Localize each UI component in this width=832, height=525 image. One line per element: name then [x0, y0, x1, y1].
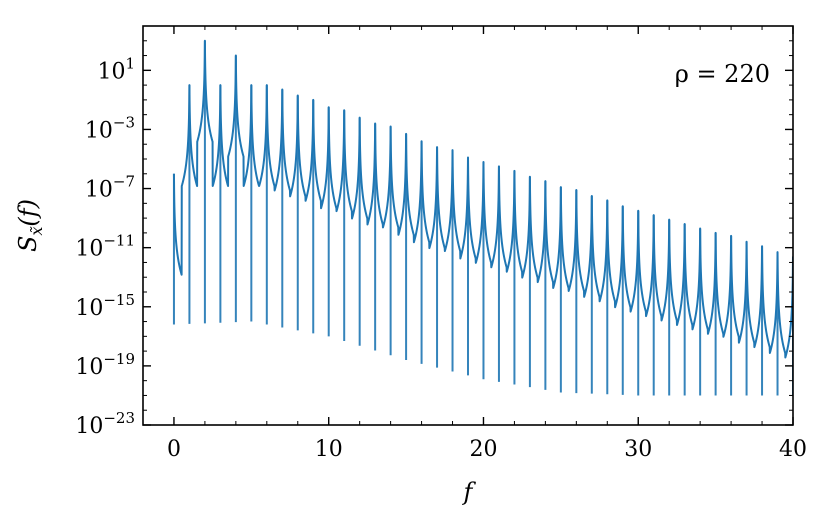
x-axis: 0 10 20 30 40 — [167, 26, 807, 462]
y-tick-label: 10−11 — [75, 232, 135, 262]
x-tick-label: 40 — [779, 437, 807, 462]
y-axis-label-main: S — [14, 236, 42, 252]
svg-text:Sx̃(f): Sx̃(f) — [14, 199, 46, 252]
y-axis: 10−23 10−19 10−15 10−11 10−7 10−3 101 — [75, 25, 793, 439]
series-layer — [172, 39, 793, 396]
y-tick-label: 10−3 — [85, 113, 135, 143]
rho-annotation: ρ = 220 — [675, 60, 770, 88]
plot-frame — [142, 25, 794, 426]
y-axis-label: Sx̃(f) — [14, 199, 46, 252]
y-axis-label-argument: (f) — [14, 199, 42, 227]
x-tick-label: 10 — [315, 437, 343, 462]
y-tick-label: 101 — [97, 54, 135, 84]
y-tick-label: 10−19 — [75, 350, 135, 380]
y-tick-label: 10−15 — [75, 291, 135, 321]
x-tick-label: 30 — [624, 437, 652, 462]
y-tick-label: 10−7 — [85, 173, 135, 203]
y-axis-label-subscript: x̃ — [27, 226, 46, 235]
y-tick-label: 10−23 — [75, 409, 135, 439]
x-axis-label: f — [462, 478, 477, 506]
x-tick-label: 0 — [167, 437, 181, 462]
x-tick-label: 20 — [469, 437, 497, 462]
